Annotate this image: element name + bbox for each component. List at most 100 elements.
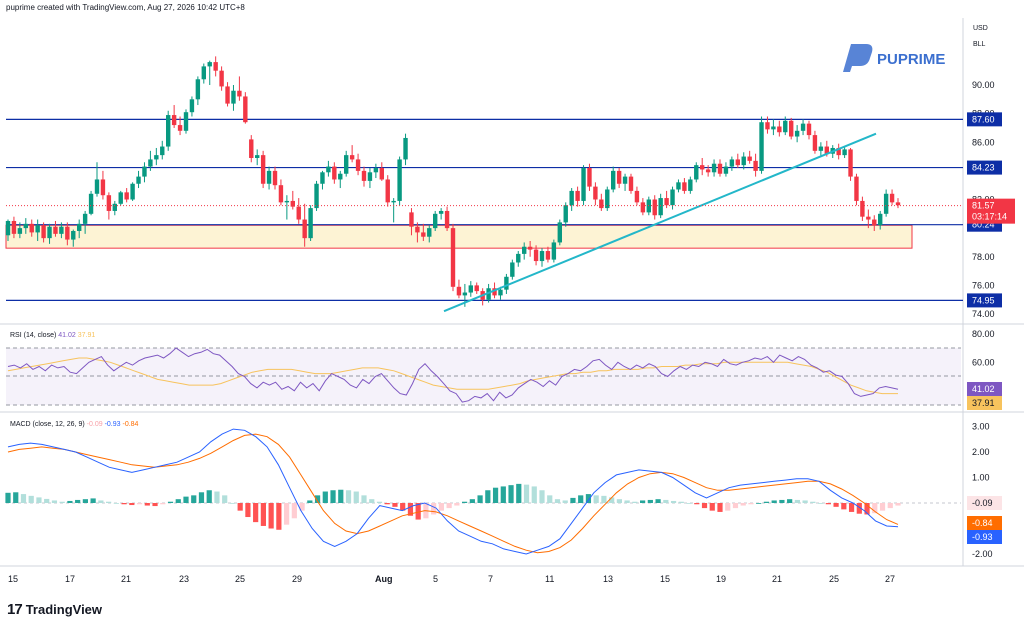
support-zone[interactable] [5, 224, 913, 249]
candle[interactable] [308, 205, 313, 242]
candle[interactable] [302, 203, 307, 247]
candle[interactable] [207, 60, 212, 85]
candle[interactable] [587, 163, 592, 191]
candle[interactable] [688, 176, 693, 194]
candle[interactable] [783, 116, 788, 136]
candle[interactable] [130, 182, 135, 201]
candle[interactable] [427, 225, 432, 243]
candle[interactable] [539, 248, 545, 267]
candle[interactable] [23, 218, 28, 234]
macd-signal-line[interactable] [7, 433, 899, 554]
candle[interactable] [177, 116, 183, 136]
candle[interactable] [403, 133, 408, 166]
candle[interactable] [166, 110, 171, 151]
candle[interactable] [255, 149, 260, 166]
candle[interactable] [533, 245, 539, 266]
candle[interactable] [682, 178, 687, 194]
candle[interactable] [628, 173, 634, 194]
candle[interactable] [450, 223, 456, 292]
candle[interactable] [866, 209, 871, 229]
candle[interactable] [652, 195, 657, 220]
candle[interactable] [504, 273, 509, 294]
candle[interactable] [332, 162, 337, 184]
candle[interactable] [872, 215, 877, 231]
candle[interactable] [889, 189, 895, 206]
candle[interactable] [895, 198, 901, 209]
candle[interactable] [676, 179, 681, 193]
candle[interactable] [260, 150, 266, 189]
candle[interactable] [284, 195, 290, 220]
candle[interactable] [611, 166, 616, 193]
candle[interactable] [836, 143, 841, 160]
candle[interactable] [622, 173, 628, 191]
candle[interactable] [272, 166, 278, 190]
trendline[interactable] [443, 132, 877, 313]
candle[interactable] [510, 259, 515, 280]
candle[interactable] [71, 229, 76, 247]
candle[interactable] [735, 153, 740, 169]
candle[interactable] [789, 117, 794, 140]
candle[interactable] [361, 166, 367, 187]
candle[interactable] [148, 150, 153, 171]
candle[interactable] [741, 152, 746, 170]
candle[interactable] [88, 190, 94, 216]
candle[interactable] [640, 198, 646, 216]
candle[interactable] [800, 119, 806, 136]
candle[interactable] [581, 165, 586, 206]
candle[interactable] [563, 202, 568, 227]
candle[interactable] [456, 279, 462, 299]
candle[interactable] [794, 125, 800, 143]
candle[interactable] [5, 219, 11, 242]
candle[interactable] [516, 251, 521, 267]
candle[interactable] [806, 120, 812, 140]
macd-histogram[interactable] [5, 483, 901, 530]
candle[interactable] [29, 219, 34, 237]
candle[interactable] [112, 200, 117, 216]
candle[interactable] [266, 166, 272, 190]
candle[interactable] [160, 140, 165, 160]
candle[interactable] [47, 223, 52, 244]
candle[interactable] [854, 173, 859, 206]
rsi-ma-line[interactable] [7, 357, 898, 395]
candle[interactable] [421, 223, 426, 242]
candle[interactable] [634, 186, 640, 206]
candle[interactable] [201, 63, 206, 84]
candle[interactable] [171, 105, 177, 128]
candle[interactable] [124, 188, 129, 203]
candle[interactable] [527, 241, 533, 257]
candle[interactable] [225, 82, 230, 107]
candle[interactable] [213, 56, 218, 77]
candle[interactable] [77, 219, 82, 239]
candle[interactable] [723, 162, 729, 177]
candle[interactable] [433, 210, 438, 231]
candle[interactable] [593, 182, 598, 206]
candle[interactable] [142, 162, 147, 183]
candle[interactable] [474, 282, 479, 294]
candle[interactable] [290, 190, 295, 210]
candle[interactable] [379, 162, 384, 181]
macd-line[interactable] [7, 428, 899, 555]
candle[interactable] [711, 159, 717, 177]
candle[interactable] [338, 170, 343, 189]
candle[interactable] [391, 198, 396, 223]
candle[interactable] [765, 116, 770, 134]
candle[interactable] [848, 147, 853, 181]
candle[interactable] [522, 242, 527, 260]
candle[interactable] [599, 193, 604, 211]
candle[interactable] [183, 109, 189, 134]
candle[interactable] [569, 188, 574, 211]
candle[interactable] [397, 156, 402, 206]
candle[interactable] [444, 206, 450, 231]
candle[interactable] [616, 168, 622, 189]
candle[interactable] [59, 222, 64, 239]
rsi-line[interactable] [7, 347, 899, 403]
candle[interactable] [385, 175, 390, 207]
candle[interactable] [415, 222, 420, 243]
candle[interactable] [705, 165, 711, 177]
candle[interactable] [551, 239, 557, 263]
candle[interactable] [41, 222, 46, 243]
candle[interactable] [373, 163, 379, 179]
candle[interactable] [729, 156, 735, 171]
